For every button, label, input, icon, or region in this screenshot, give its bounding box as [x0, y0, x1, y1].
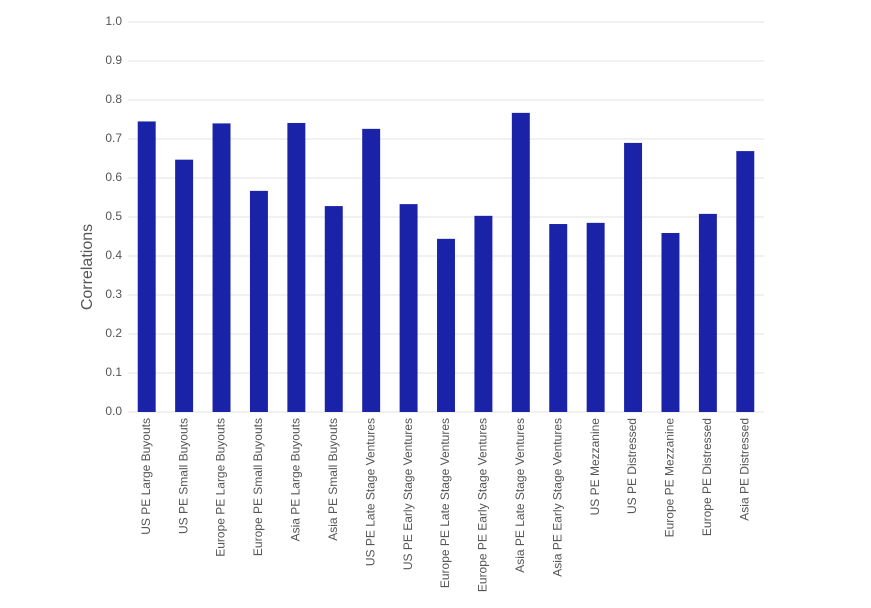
x-tick-label: Europe PE Mezzanine	[663, 418, 677, 538]
bar	[175, 159, 194, 412]
y-tick-label: 0.6	[105, 170, 122, 184]
x-tick-label: US PE Late Stage Ventures	[363, 418, 377, 566]
bar	[212, 123, 231, 413]
x-tick-label: Europe PE Late Stage Ventures	[438, 418, 452, 588]
x-tick-label: Asia PE Early Stage Ventures	[550, 418, 564, 577]
y-tick-label: 0.4	[105, 248, 122, 262]
y-axis-label: Correlations	[79, 224, 96, 310]
x-tick-label: Europe PE Large Buyouts	[214, 418, 228, 557]
x-tick-label: Asia PE Small Buyouts	[326, 418, 340, 541]
y-tick-label: 0.5	[105, 209, 122, 223]
bar	[736, 151, 755, 412]
bar	[399, 204, 418, 412]
bar	[437, 238, 455, 412]
y-tick-label: 0.9	[105, 53, 122, 67]
x-tick-label: US PE Large Buyouts	[139, 418, 153, 535]
bar	[324, 206, 343, 412]
bar	[549, 224, 568, 412]
x-tick-label: US PE Mezzanine	[588, 418, 602, 516]
y-tick-label: 1.0	[105, 14, 122, 28]
bar	[137, 121, 156, 412]
y-tick-label: 0.1	[105, 365, 122, 379]
y-tick-label: 0.3	[105, 287, 122, 301]
bar	[362, 128, 381, 413]
bar	[624, 142, 643, 412]
x-tick-label: Europe PE Small Buyouts	[251, 418, 265, 556]
x-tick-label: US PE Small Buyouts	[176, 418, 190, 534]
bar	[698, 213, 717, 412]
x-tick-label: Europe PE Early Stage Ventures	[476, 418, 490, 592]
bar	[287, 123, 306, 412]
bar	[474, 215, 493, 412]
y-tick-label: 0.8	[105, 92, 122, 106]
x-tick-label: Asia PE Distressed	[737, 418, 751, 521]
bar	[661, 232, 680, 412]
x-tick-label: Asia PE Large Buyouts	[289, 418, 303, 541]
x-tick-label: US PE Distressed	[625, 418, 639, 514]
bar	[249, 190, 268, 412]
x-tick-label: Europe PE Distressed	[700, 418, 714, 536]
bar	[586, 222, 605, 412]
x-tick-label: US PE Early Stage Ventures	[401, 418, 415, 570]
bar	[511, 112, 530, 413]
y-tick-label: 0.0	[105, 404, 122, 418]
x-tick-label: Asia PE Late Stage Ventures	[513, 418, 527, 573]
y-tick-label: 0.2	[105, 326, 122, 340]
y-tick-label: 0.7	[105, 131, 122, 145]
